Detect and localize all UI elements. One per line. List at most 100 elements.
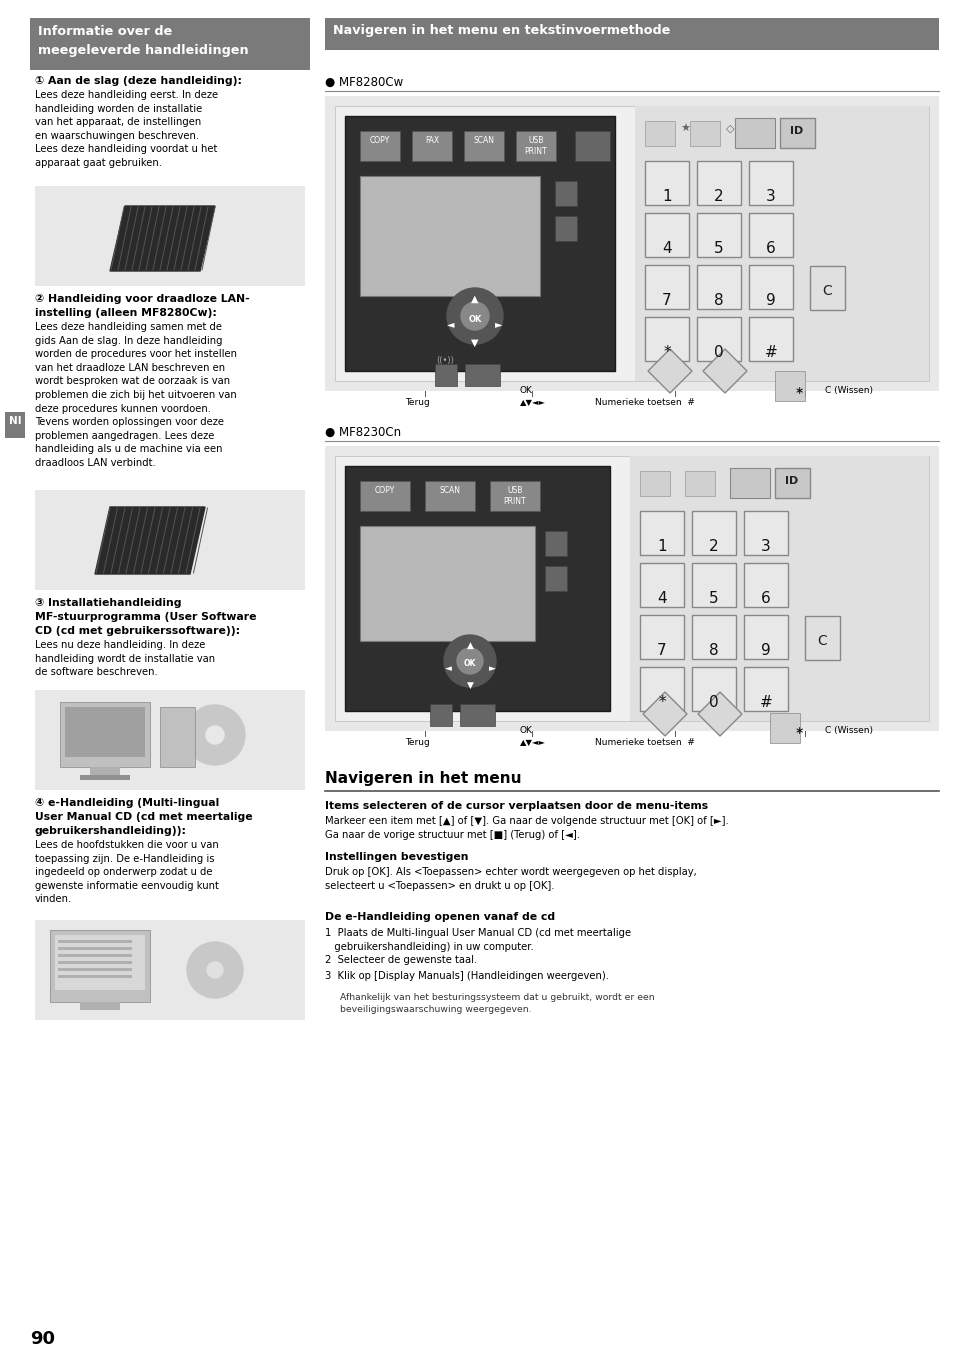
- Bar: [30, 18, 310, 70]
- Circle shape: [456, 648, 482, 674]
- Text: 2  Selecteer de gewenste taal.: 2 Selecteer de gewenste taal.: [325, 954, 476, 965]
- Bar: [575, 131, 609, 160]
- Bar: [58, 940, 132, 944]
- Bar: [748, 317, 792, 361]
- Bar: [644, 160, 688, 205]
- Polygon shape: [95, 507, 205, 574]
- Bar: [325, 96, 938, 391]
- Bar: [80, 775, 130, 780]
- Text: Navigeren in het menu: Navigeren in het menu: [325, 771, 521, 786]
- Text: Numerieke toetsen  #: Numerieke toetsen #: [595, 737, 694, 747]
- Bar: [80, 1002, 120, 1010]
- Bar: [58, 975, 132, 979]
- Text: 5: 5: [714, 241, 723, 256]
- Bar: [58, 968, 132, 971]
- Text: COPY: COPY: [370, 136, 390, 146]
- Polygon shape: [702, 349, 746, 394]
- Bar: [430, 704, 452, 727]
- Text: ID: ID: [789, 125, 802, 136]
- Bar: [58, 961, 132, 964]
- Bar: [639, 511, 683, 555]
- Text: C (Wissen): C (Wissen): [824, 727, 872, 735]
- Circle shape: [443, 635, 496, 687]
- Bar: [5, 412, 25, 438]
- Text: 4: 4: [661, 241, 671, 256]
- Bar: [325, 18, 938, 50]
- Text: OK: OK: [519, 727, 533, 735]
- Text: OK: OK: [468, 314, 481, 324]
- Text: 8: 8: [714, 293, 723, 307]
- Text: Lees nu deze handleiding. In deze
handleiding wordt de installatie van
de softwa: Lees nu deze handleiding. In deze handle…: [35, 640, 214, 677]
- Text: *: *: [658, 696, 665, 710]
- Bar: [35, 690, 305, 790]
- Text: ◇: ◇: [725, 124, 734, 133]
- Bar: [743, 511, 787, 555]
- Bar: [58, 954, 132, 957]
- Bar: [691, 563, 735, 607]
- Circle shape: [207, 962, 223, 979]
- Bar: [459, 704, 495, 727]
- Bar: [359, 526, 535, 642]
- Bar: [769, 713, 800, 743]
- Text: C: C: [821, 284, 831, 298]
- Bar: [697, 317, 740, 361]
- Text: #: #: [759, 696, 772, 710]
- Bar: [424, 481, 475, 511]
- Text: ▲: ▲: [466, 642, 473, 650]
- Bar: [748, 213, 792, 257]
- Bar: [359, 481, 410, 511]
- Text: 0: 0: [708, 696, 718, 710]
- Text: 6: 6: [760, 590, 770, 607]
- Bar: [691, 511, 735, 555]
- Text: ID: ID: [784, 476, 798, 487]
- Bar: [435, 364, 456, 386]
- Bar: [90, 767, 120, 775]
- Text: COPY: COPY: [375, 487, 395, 495]
- Text: Items selecteren of de cursor verplaatsen door de menu-items: Items selecteren of de cursor verplaatse…: [325, 801, 707, 811]
- Text: FAX: FAX: [424, 136, 438, 146]
- Bar: [743, 615, 787, 659]
- Text: 3  Klik op [Display Manuals] (Handleidingen weergeven).: 3 Klik op [Display Manuals] (Handleiding…: [325, 971, 608, 981]
- Text: 7: 7: [661, 293, 671, 307]
- Circle shape: [187, 942, 243, 998]
- Text: Lees deze handleiding eerst. In deze
handleiding worden de installatie
van het a: Lees deze handleiding eerst. In deze han…: [35, 90, 218, 168]
- Text: OK: OK: [519, 386, 533, 395]
- Bar: [774, 468, 809, 497]
- Bar: [58, 948, 132, 950]
- Bar: [639, 615, 683, 659]
- Bar: [639, 667, 683, 710]
- Bar: [463, 131, 503, 160]
- Text: 8: 8: [708, 643, 718, 658]
- Bar: [359, 131, 399, 160]
- Circle shape: [206, 727, 224, 744]
- Text: OK: OK: [463, 659, 476, 669]
- Circle shape: [185, 705, 245, 766]
- Bar: [160, 706, 194, 767]
- Text: ∗: ∗: [794, 386, 803, 396]
- Text: 9: 9: [765, 293, 775, 307]
- Text: Informatie over de
meegeleverde handleidingen: Informatie over de meegeleverde handleid…: [38, 26, 249, 57]
- Text: ● MF8280Cw: ● MF8280Cw: [325, 75, 403, 89]
- Text: 3: 3: [765, 189, 775, 204]
- Bar: [544, 566, 566, 590]
- Bar: [60, 702, 150, 767]
- Text: *: *: [662, 345, 670, 360]
- Text: 6: 6: [765, 241, 775, 256]
- Text: ►: ►: [495, 319, 502, 329]
- Text: 1: 1: [661, 189, 671, 204]
- Text: ④ e-Handleiding (Multi-lingual
User Manual CD (cd met meertalige
gebruikershandl: ④ e-Handleiding (Multi-lingual User Manu…: [35, 798, 253, 836]
- Circle shape: [460, 302, 489, 330]
- Text: ((•)): ((•)): [436, 356, 454, 365]
- Bar: [35, 186, 305, 286]
- Bar: [345, 466, 609, 710]
- Text: Instellingen bevestigen: Instellingen bevestigen: [325, 852, 468, 861]
- Text: ▲▼◄►: ▲▼◄►: [519, 398, 545, 407]
- Bar: [748, 266, 792, 309]
- Bar: [65, 706, 145, 758]
- Text: ▲: ▲: [471, 294, 478, 305]
- Bar: [691, 667, 735, 710]
- Text: NI: NI: [9, 417, 21, 426]
- Bar: [639, 563, 683, 607]
- Text: ▼: ▼: [466, 681, 473, 690]
- Polygon shape: [642, 692, 686, 736]
